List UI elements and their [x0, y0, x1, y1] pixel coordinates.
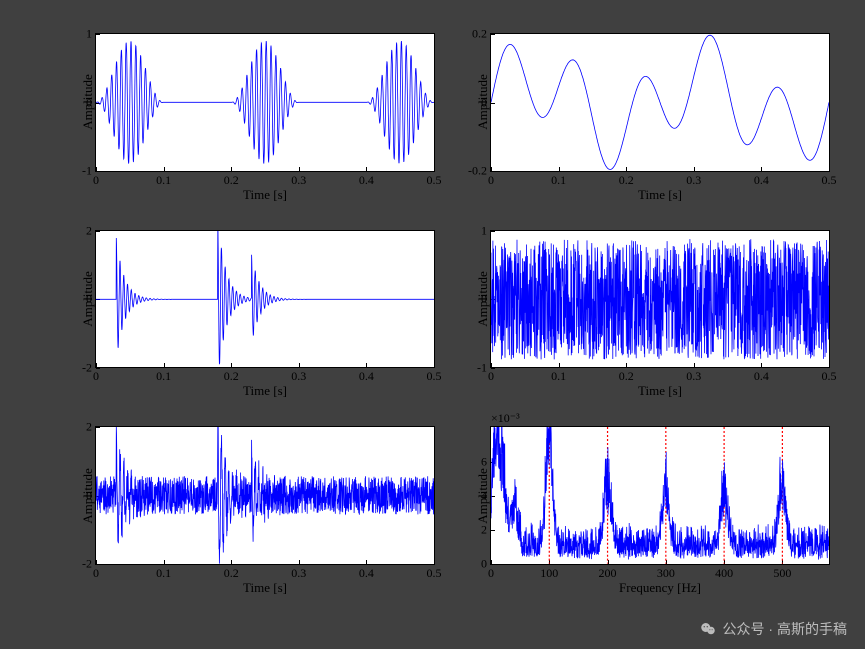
x-tick-label: 0.5 [427, 173, 442, 188]
watermark-text: 公众号 · 高斯的手稿 [723, 619, 847, 639]
x-tick-label: 0.5 [822, 369, 837, 384]
x-tick-label: 0 [488, 173, 494, 188]
panel-1-2: -0.200.200.10.20.30.40.5AmplitudeTime [s… [450, 25, 835, 212]
subplot-grid: -10100.10.20.30.40.5AmplitudeTime [s] -0… [55, 25, 835, 605]
x-tick-label: 400 [715, 566, 733, 581]
plot-line [96, 427, 434, 564]
y-tick-label: 1 [481, 223, 487, 238]
x-tick-label: 0.3 [686, 369, 701, 384]
y-tick-label: -2 [82, 360, 92, 375]
y-tick-label: 1 [86, 27, 92, 42]
x-tick-label: 0.1 [156, 173, 171, 188]
x-tick-label: 0.3 [291, 369, 306, 384]
y-axis-label: Amplitude [80, 75, 96, 131]
plot-line [491, 231, 829, 368]
x-tick-label: 0.3 [686, 173, 701, 188]
x-tick-label: 0.1 [156, 566, 171, 581]
x-tick-label: 0.4 [359, 369, 374, 384]
panel-2-2: -10100.10.20.30.40.5AmplitudeTime [s] [450, 222, 835, 409]
x-axis-label: Time [s] [638, 383, 682, 399]
y-axis-label: Amplitude [80, 271, 96, 327]
y-tick-label: -2 [82, 557, 92, 572]
x-tick-label: 0 [488, 566, 494, 581]
x-tick-label: 0 [93, 173, 99, 188]
panel-3-1: -20200.10.20.30.40.5AmplitudeTime [s] [55, 418, 440, 605]
wechat-icon [699, 620, 717, 638]
x-tick-label: 0.5 [822, 173, 837, 188]
x-tick-label: 300 [657, 566, 675, 581]
x-tick-label: 0.3 [291, 566, 306, 581]
y-axis-label: Amplitude [80, 468, 96, 524]
plot-line [96, 231, 434, 368]
y-tick-label: -1 [477, 360, 487, 375]
y-tick-label: 0 [481, 557, 487, 572]
y-axis-label: Amplitude [475, 271, 491, 327]
panel-2-1: -20200.10.20.30.40.5AmplitudeTime [s] [55, 222, 440, 409]
y-tick-label: 2 [86, 223, 92, 238]
axis-multiplier-label: ×10⁻³ [491, 411, 520, 426]
x-tick-label: 0.5 [427, 566, 442, 581]
x-tick-label: 0.2 [224, 369, 239, 384]
figure: -10100.10.20.30.40.5AmplitudeTime [s] -0… [0, 0, 865, 649]
x-axis-label: Time [s] [638, 187, 682, 203]
x-tick-label: 0.4 [359, 173, 374, 188]
y-tick-label: -1 [82, 164, 92, 179]
x-tick-label: 0.3 [291, 173, 306, 188]
x-tick-label: 0.4 [754, 173, 769, 188]
x-tick-label: 0.2 [619, 173, 634, 188]
x-tick-label: 0 [93, 369, 99, 384]
x-tick-label: 0 [93, 566, 99, 581]
x-axis-label: Time [s] [243, 187, 287, 203]
y-tick-label: 2 [86, 420, 92, 435]
plot-line [491, 427, 829, 564]
x-tick-label: 0.4 [754, 369, 769, 384]
plot-line [491, 34, 829, 171]
x-axis-label: Time [s] [243, 580, 287, 596]
plot-line [96, 34, 434, 171]
x-tick-label: 0 [488, 369, 494, 384]
x-tick-label: 0.1 [551, 173, 566, 188]
x-tick-label: 0.2 [224, 566, 239, 581]
y-tick-label: -0.2 [468, 164, 487, 179]
x-tick-label: 0.5 [427, 369, 442, 384]
x-axis-label: Frequency [Hz] [619, 580, 701, 596]
x-tick-label: 200 [599, 566, 617, 581]
x-tick-label: 0.4 [359, 566, 374, 581]
x-tick-label: 0.2 [224, 173, 239, 188]
y-tick-label: 0.2 [472, 27, 487, 42]
watermark: 公众号 · 高斯的手稿 [699, 619, 847, 639]
x-tick-label: 500 [773, 566, 791, 581]
panel-1-1: -10100.10.20.30.40.5AmplitudeTime [s] [55, 25, 440, 212]
x-tick-label: 0.2 [619, 369, 634, 384]
panel-3-2: 02460100200300400500AmplitudeFrequency [… [450, 418, 835, 605]
x-tick-label: 100 [540, 566, 558, 581]
y-axis-label: Amplitude [475, 468, 491, 524]
x-tick-label: 0.1 [156, 369, 171, 384]
x-axis-label: Time [s] [243, 383, 287, 399]
y-axis-label: Amplitude [475, 75, 491, 131]
x-tick-label: 0.1 [551, 369, 566, 384]
y-tick-label: 2 [481, 523, 487, 538]
